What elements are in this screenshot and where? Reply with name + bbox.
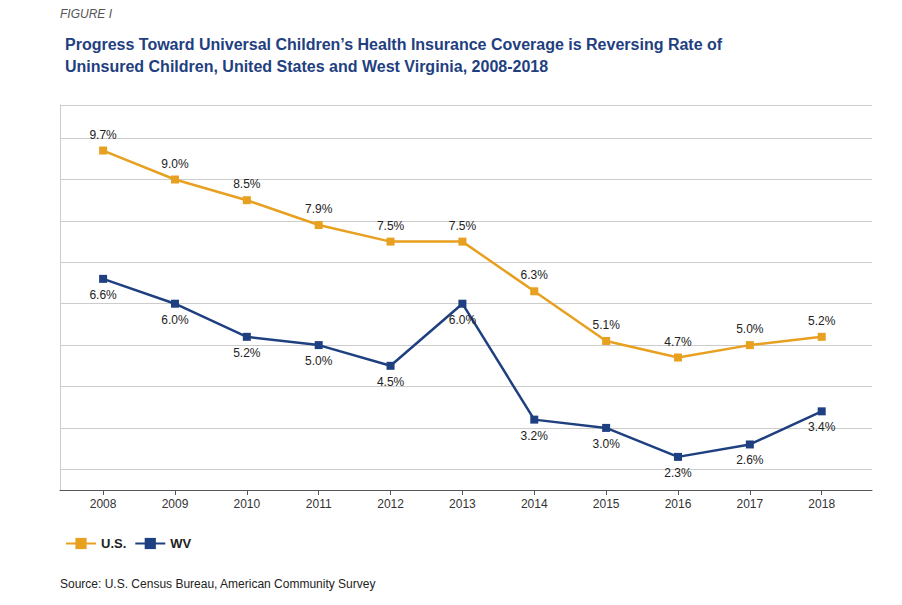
svg-text:6.0%: 6.0% — [161, 313, 189, 327]
svg-text:2012: 2012 — [377, 497, 404, 511]
svg-text:2017: 2017 — [736, 497, 763, 511]
svg-text:WV: WV — [170, 536, 191, 551]
svg-text:5.2%: 5.2% — [808, 314, 836, 328]
svg-text:2011: 2011 — [306, 497, 332, 511]
svg-text:9.0%: 9.0% — [161, 157, 189, 171]
svg-text:7.9%: 7.9% — [305, 202, 333, 216]
svg-text:6.0%: 6.0% — [449, 313, 477, 327]
svg-text:7.5%: 7.5% — [449, 219, 477, 233]
svg-text:Source: U.S. Census Bureau, Am: Source: U.S. Census Bureau, American Com… — [60, 577, 375, 591]
svg-text:2008: 2008 — [90, 497, 117, 511]
svg-text:3.2%: 3.2% — [521, 429, 549, 443]
svg-text:5.0%: 5.0% — [305, 354, 333, 368]
svg-text:6.3%: 6.3% — [521, 268, 549, 282]
svg-text:2.6%: 2.6% — [736, 453, 764, 467]
svg-text:2013: 2013 — [449, 497, 476, 511]
svg-text:2010: 2010 — [233, 497, 260, 511]
svg-text:2009: 2009 — [162, 497, 189, 511]
svg-text:2018: 2018 — [808, 497, 835, 511]
svg-text:2.3%: 2.3% — [664, 466, 692, 480]
svg-text:FIGURE I: FIGURE I — [60, 7, 113, 21]
svg-text:2016: 2016 — [665, 497, 692, 511]
svg-text:8.5%: 8.5% — [233, 177, 261, 191]
svg-text:Progress Toward Universal Chil: Progress Toward Universal Children’s Hea… — [65, 36, 723, 53]
svg-text:5.2%: 5.2% — [233, 346, 261, 360]
svg-text:4.5%: 4.5% — [377, 375, 405, 389]
svg-text:2014: 2014 — [521, 497, 548, 511]
svg-text:9.7%: 9.7% — [89, 128, 117, 142]
svg-text:2015: 2015 — [593, 497, 620, 511]
svg-text:5.1%: 5.1% — [592, 318, 620, 332]
svg-text:5.0%: 5.0% — [736, 322, 764, 336]
svg-text:4.7%: 4.7% — [664, 335, 692, 349]
svg-text:U.S.: U.S. — [101, 536, 126, 551]
svg-text:Uninsured Children, United Sta: Uninsured Children, United States and We… — [65, 58, 548, 75]
svg-text:7.5%: 7.5% — [377, 219, 405, 233]
svg-text:6.6%: 6.6% — [89, 288, 117, 302]
svg-text:3.4%: 3.4% — [808, 420, 836, 434]
svg-text:3.0%: 3.0% — [592, 437, 620, 451]
